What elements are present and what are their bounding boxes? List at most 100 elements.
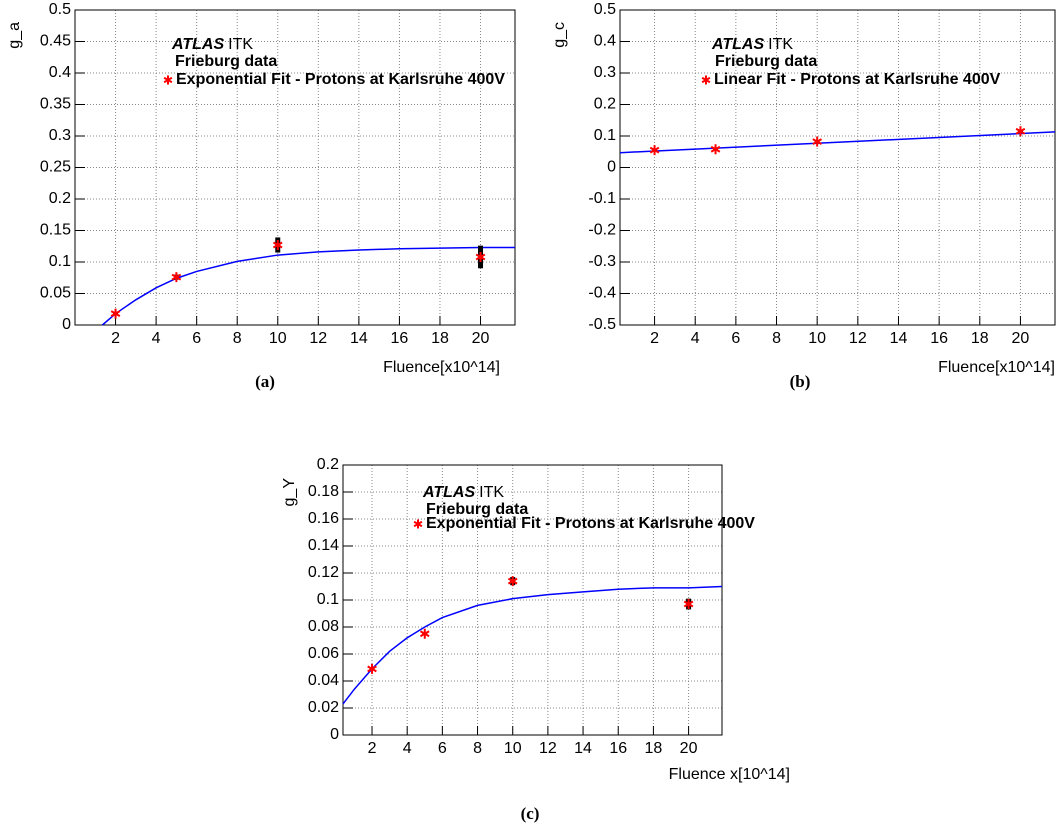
y-tick-label: -0.1 xyxy=(588,190,616,207)
y-tick-label: -0.3 xyxy=(588,253,616,270)
x-axis-label: Fluence[x10^14] xyxy=(383,359,500,376)
plot-frame xyxy=(342,464,723,736)
y-tick-label: 0.12 xyxy=(308,564,339,581)
atlas-text: ATLAS xyxy=(422,484,475,501)
x-tick-label: 14 xyxy=(574,740,592,757)
y-tick-label: 0.06 xyxy=(308,645,339,662)
data-point xyxy=(171,272,182,283)
y-tick-label: 0.15 xyxy=(40,222,71,239)
x-tick-label: 20 xyxy=(680,740,698,757)
atlas-label: ATLAS ITK xyxy=(422,484,504,501)
legend-marker xyxy=(163,75,173,85)
legend-label: Exponential Fit - Protons at Karlsruhe 4… xyxy=(176,71,505,88)
legend-label: Exponential Fit - Protons at Karlsruhe 4… xyxy=(426,515,755,532)
x-tick-label: 4 xyxy=(152,330,161,347)
legend-label: Linear Fit - Protons at Karlsruhe 400V xyxy=(714,71,1001,88)
y-tick-label: 0 xyxy=(607,159,616,176)
x-tick-label: 10 xyxy=(504,740,522,757)
data-point xyxy=(710,144,721,155)
caption: (a) xyxy=(255,372,275,391)
plot: -0.5 -0.4 -0.3 -0.2 -0.1 0 0.1 0.2 0.3 0.4 0.5 2 4 6 8… xyxy=(551,1,1056,391)
x-tick-label: 14 xyxy=(890,330,908,347)
y-tick-label: 0.1 xyxy=(49,253,71,270)
atlas-text: ATLAS xyxy=(171,36,224,53)
y-tick-label: 0.16 xyxy=(308,510,339,527)
y-tick-label: 0.08 xyxy=(308,618,339,635)
data-point xyxy=(1015,126,1026,137)
y-tick-label: 0.4 xyxy=(594,33,616,50)
subtitle: Frieburg data xyxy=(715,53,817,70)
x-tick-label: 18 xyxy=(645,740,663,757)
x-tick-label: 6 xyxy=(192,330,201,347)
y-tick-label: 0.3 xyxy=(594,64,616,81)
x-tick-label: 20 xyxy=(1012,330,1030,347)
itk-text: ITK xyxy=(768,36,793,53)
y-tick-label: 0 xyxy=(330,726,339,743)
y-tick-label: 0.5 xyxy=(49,1,71,18)
y-tick-label: 0.2 xyxy=(594,96,616,113)
x-tick-label: 8 xyxy=(233,330,242,347)
x-tick-label: 10 xyxy=(808,330,826,347)
y-axis-label: g_Y xyxy=(281,478,298,507)
x-tick-label: 2 xyxy=(650,330,659,347)
x-tick-label: 8 xyxy=(473,740,482,757)
x-tick-label: 18 xyxy=(971,330,989,347)
y-tick-label: 0.14 xyxy=(308,537,339,554)
data-point xyxy=(683,599,694,610)
plot-frame xyxy=(619,9,1056,326)
data-point xyxy=(419,628,430,639)
plot: 0 0.05 0.1 0.15 0.2 0.25 0.3 0.35 0.4 0.45 0.5 2 4 6 8… xyxy=(6,1,516,391)
y-tick-label: 0.05 xyxy=(40,285,71,302)
y-tick-label: 0.25 xyxy=(40,159,71,176)
atlas-label: ATLAS ITK xyxy=(711,36,793,53)
x-tick-label: 20 xyxy=(472,330,490,347)
y-tick-label: 0.5 xyxy=(594,1,616,18)
itk-text: ITK xyxy=(479,484,504,501)
y-tick-label: 0.1 xyxy=(317,591,339,608)
y-tick-label: 0.45 xyxy=(40,33,71,50)
y-tick-label: -0.5 xyxy=(588,316,616,333)
y-tick-label: 0 xyxy=(62,316,71,333)
x-tick-label: 16 xyxy=(930,330,948,347)
x-tick-label: 12 xyxy=(539,740,557,757)
y-tick-label: 0.3 xyxy=(49,127,71,144)
fit-line xyxy=(342,585,723,705)
x-tick-label: 16 xyxy=(609,740,627,757)
itk-text: ITK xyxy=(228,36,253,53)
y-tick-label: 0.2 xyxy=(317,456,339,473)
x-tick-label: 6 xyxy=(438,740,447,757)
y-tick-label: -0.4 xyxy=(588,285,616,302)
data-point xyxy=(649,145,660,156)
x-tick-label: 2 xyxy=(111,330,120,347)
y-tick-label: 0.1 xyxy=(594,127,616,144)
x-tick-label: 2 xyxy=(368,740,377,757)
data-point xyxy=(110,308,121,319)
data-point xyxy=(272,239,283,250)
fit-line xyxy=(101,246,515,326)
y-tick-label: 0.02 xyxy=(308,699,339,716)
data-point xyxy=(812,136,823,147)
y-tick-label: 0.2 xyxy=(49,190,71,207)
legend-marker xyxy=(413,519,423,529)
data-point xyxy=(367,663,377,674)
y-tick-label: 0.04 xyxy=(308,672,339,689)
y-axis-label: g_a xyxy=(6,22,23,49)
y-tick-label: 0.4 xyxy=(49,64,71,81)
x-tick-label: 8 xyxy=(772,330,781,347)
caption: (b) xyxy=(790,372,811,391)
data-point xyxy=(507,576,518,587)
plot-frame xyxy=(74,9,516,326)
data-point xyxy=(475,251,486,262)
plot: 0 0.02 0.04 0.06 0.08 0.1 0.12 0.14 0.16 0.18 0.2 2… xyxy=(281,456,790,823)
x-tick-label: 4 xyxy=(691,330,700,347)
subtitle: Frieburg data xyxy=(175,53,277,70)
subtitle: Frieburg data xyxy=(426,501,528,518)
atlas-label: ATLAS ITK xyxy=(171,36,253,53)
y-tick-label: -0.2 xyxy=(588,222,616,239)
x-tick-label: 12 xyxy=(849,330,867,347)
x-tick-label: 14 xyxy=(350,330,368,347)
x-tick-label: 4 xyxy=(403,740,412,757)
atlas-text: ATLAS xyxy=(711,36,764,53)
y-axis-label: g_c xyxy=(551,22,568,48)
